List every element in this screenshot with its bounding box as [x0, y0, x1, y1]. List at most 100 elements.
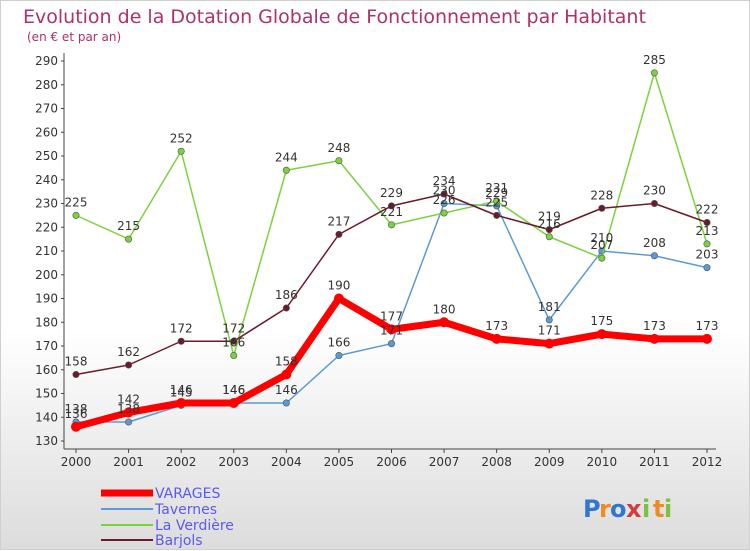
- data-label-la-verdiere: 215: [117, 219, 140, 233]
- logo-letter: r: [599, 495, 611, 523]
- data-point-tavernes: [545, 316, 553, 324]
- data-point-barjols: [650, 200, 658, 208]
- chart-subtitle: (en € et par an): [27, 30, 121, 44]
- data-label-barjols: 229: [380, 186, 403, 200]
- logo-letter: i: [664, 495, 672, 523]
- data-label-tavernes: 166: [327, 336, 350, 350]
- data-point-la-verdiere: [230, 351, 238, 359]
- data-point-barjols: [335, 230, 343, 238]
- y-tick-label: 260: [35, 125, 58, 139]
- data-label-barjols: 225: [485, 195, 508, 209]
- series-lines: [71, 69, 712, 432]
- x-tick-label: 2008: [481, 455, 512, 469]
- data-label-tavernes: 203: [696, 248, 719, 262]
- y-tick-label: 220: [35, 220, 58, 234]
- data-label-barjols: 162: [117, 345, 140, 359]
- data-point-varages: [228, 398, 239, 408]
- data-label-barjols: 217: [327, 214, 350, 228]
- data-point-barjols: [440, 190, 448, 198]
- data-label-varages: 180: [433, 302, 456, 316]
- data-label-tavernes: 230: [433, 184, 456, 198]
- data-label-tavernes: 146: [222, 383, 245, 397]
- data-point-tavernes: [703, 264, 711, 272]
- y-ticks: 130 140 150 160 170 180 190 200 210 220 230 240 250 2…: [35, 54, 64, 448]
- data-point-la-verdiere: [598, 254, 606, 262]
- logo-letter: t: [653, 495, 664, 523]
- data-label-la-verdiere: 244: [275, 150, 298, 164]
- data-point-varages: [544, 338, 555, 349]
- data-label-tavernes: 146: [275, 383, 298, 397]
- x-tick-label: 2002: [166, 455, 197, 469]
- legend-label-la-verdiere: La Verdière: [155, 518, 234, 534]
- y-tick-label: 200: [35, 268, 58, 282]
- data-point-varages: [176, 398, 187, 408]
- y-tick-label: 270: [35, 102, 58, 116]
- data-point-barjols: [598, 204, 606, 212]
- y-tick-label: 170: [35, 339, 58, 353]
- y-tick-label: 280: [35, 78, 58, 92]
- data-point-barjols: [703, 219, 711, 227]
- data-point-barjols: [230, 337, 238, 345]
- legend: VARAGES Tavernes La Verdière Barjols: [101, 486, 234, 549]
- data-point-barjols: [387, 202, 395, 210]
- y-tick-label: 140: [35, 410, 58, 424]
- data-label-barjols: 158: [65, 355, 88, 369]
- legend-label-barjols: Barjols: [155, 533, 203, 549]
- data-point-la-verdiere: [387, 221, 395, 229]
- data-point-barjols: [125, 361, 133, 369]
- x-tick-label: 2001: [113, 455, 144, 469]
- data-point-barjols: [177, 337, 185, 345]
- logo-letter: x: [626, 495, 642, 523]
- data-point-la-verdiere: [335, 157, 343, 165]
- data-label-tavernes: 138: [65, 402, 88, 416]
- data-point-barjols: [282, 304, 290, 312]
- data-point-varages: [439, 317, 450, 328]
- legend-label-tavernes: Tavernes: [154, 502, 217, 518]
- data-label-varages: 173: [696, 319, 719, 333]
- data-label-barjols: 230: [643, 184, 666, 198]
- x-ticks: 2000 2001 2002 2003 2004 2005 2006 2007 2008 2009…: [61, 449, 722, 469]
- data-point-tavernes: [282, 399, 290, 407]
- data-point-varages: [491, 333, 502, 344]
- data-label-tavernes: 145: [170, 385, 193, 399]
- logo-letter: P: [583, 495, 601, 523]
- data-point-la-verdiere: [72, 211, 80, 219]
- data-point-la-verdiere: [493, 197, 501, 205]
- data-point-barjols: [545, 226, 553, 234]
- data-label-varages: 146: [222, 383, 245, 397]
- y-tick-label: 180: [35, 315, 58, 329]
- data-point-la-verdiere: [177, 147, 185, 155]
- y-tick-label: 290: [35, 54, 58, 68]
- data-label-tavernes: 208: [643, 236, 666, 250]
- x-tick-label: 2005: [324, 455, 355, 469]
- data-point-barjols: [72, 370, 80, 378]
- data-point-barjols: [493, 211, 501, 219]
- data-label-barjols: 228: [590, 188, 613, 202]
- data-label-barjols: 222: [696, 203, 719, 217]
- y-tick-label: 210: [35, 244, 58, 258]
- data-point-varages: [281, 369, 292, 380]
- x-tick-label: 2011: [639, 455, 670, 469]
- axes: [63, 53, 716, 450]
- data-label-varages: 171: [538, 324, 561, 338]
- data-point-varages: [596, 329, 607, 340]
- y-tick-label: 240: [35, 173, 58, 187]
- y-tick-label: 230: [35, 197, 58, 211]
- data-label-varages: 173: [643, 319, 666, 333]
- data-label-varages: 190: [327, 279, 350, 293]
- data-label-la-verdiere: 225: [65, 195, 88, 209]
- x-tick-label: 2007: [429, 455, 460, 469]
- legend-label-varages: VARAGES: [155, 486, 220, 502]
- data-label-la-verdiere: 221: [380, 205, 403, 219]
- data-point-varages: [71, 421, 81, 432]
- data-label-varages: 136: [65, 407, 88, 421]
- data-point-la-verdiere: [282, 166, 290, 174]
- x-tick-label: 2004: [271, 455, 302, 469]
- data-point-la-verdiere: [650, 69, 658, 77]
- data-label-barjols: 172: [170, 321, 193, 335]
- data-label-varages: 173: [485, 319, 508, 333]
- data-label-varages: 158: [275, 355, 298, 369]
- logo-letter: o: [610, 495, 627, 523]
